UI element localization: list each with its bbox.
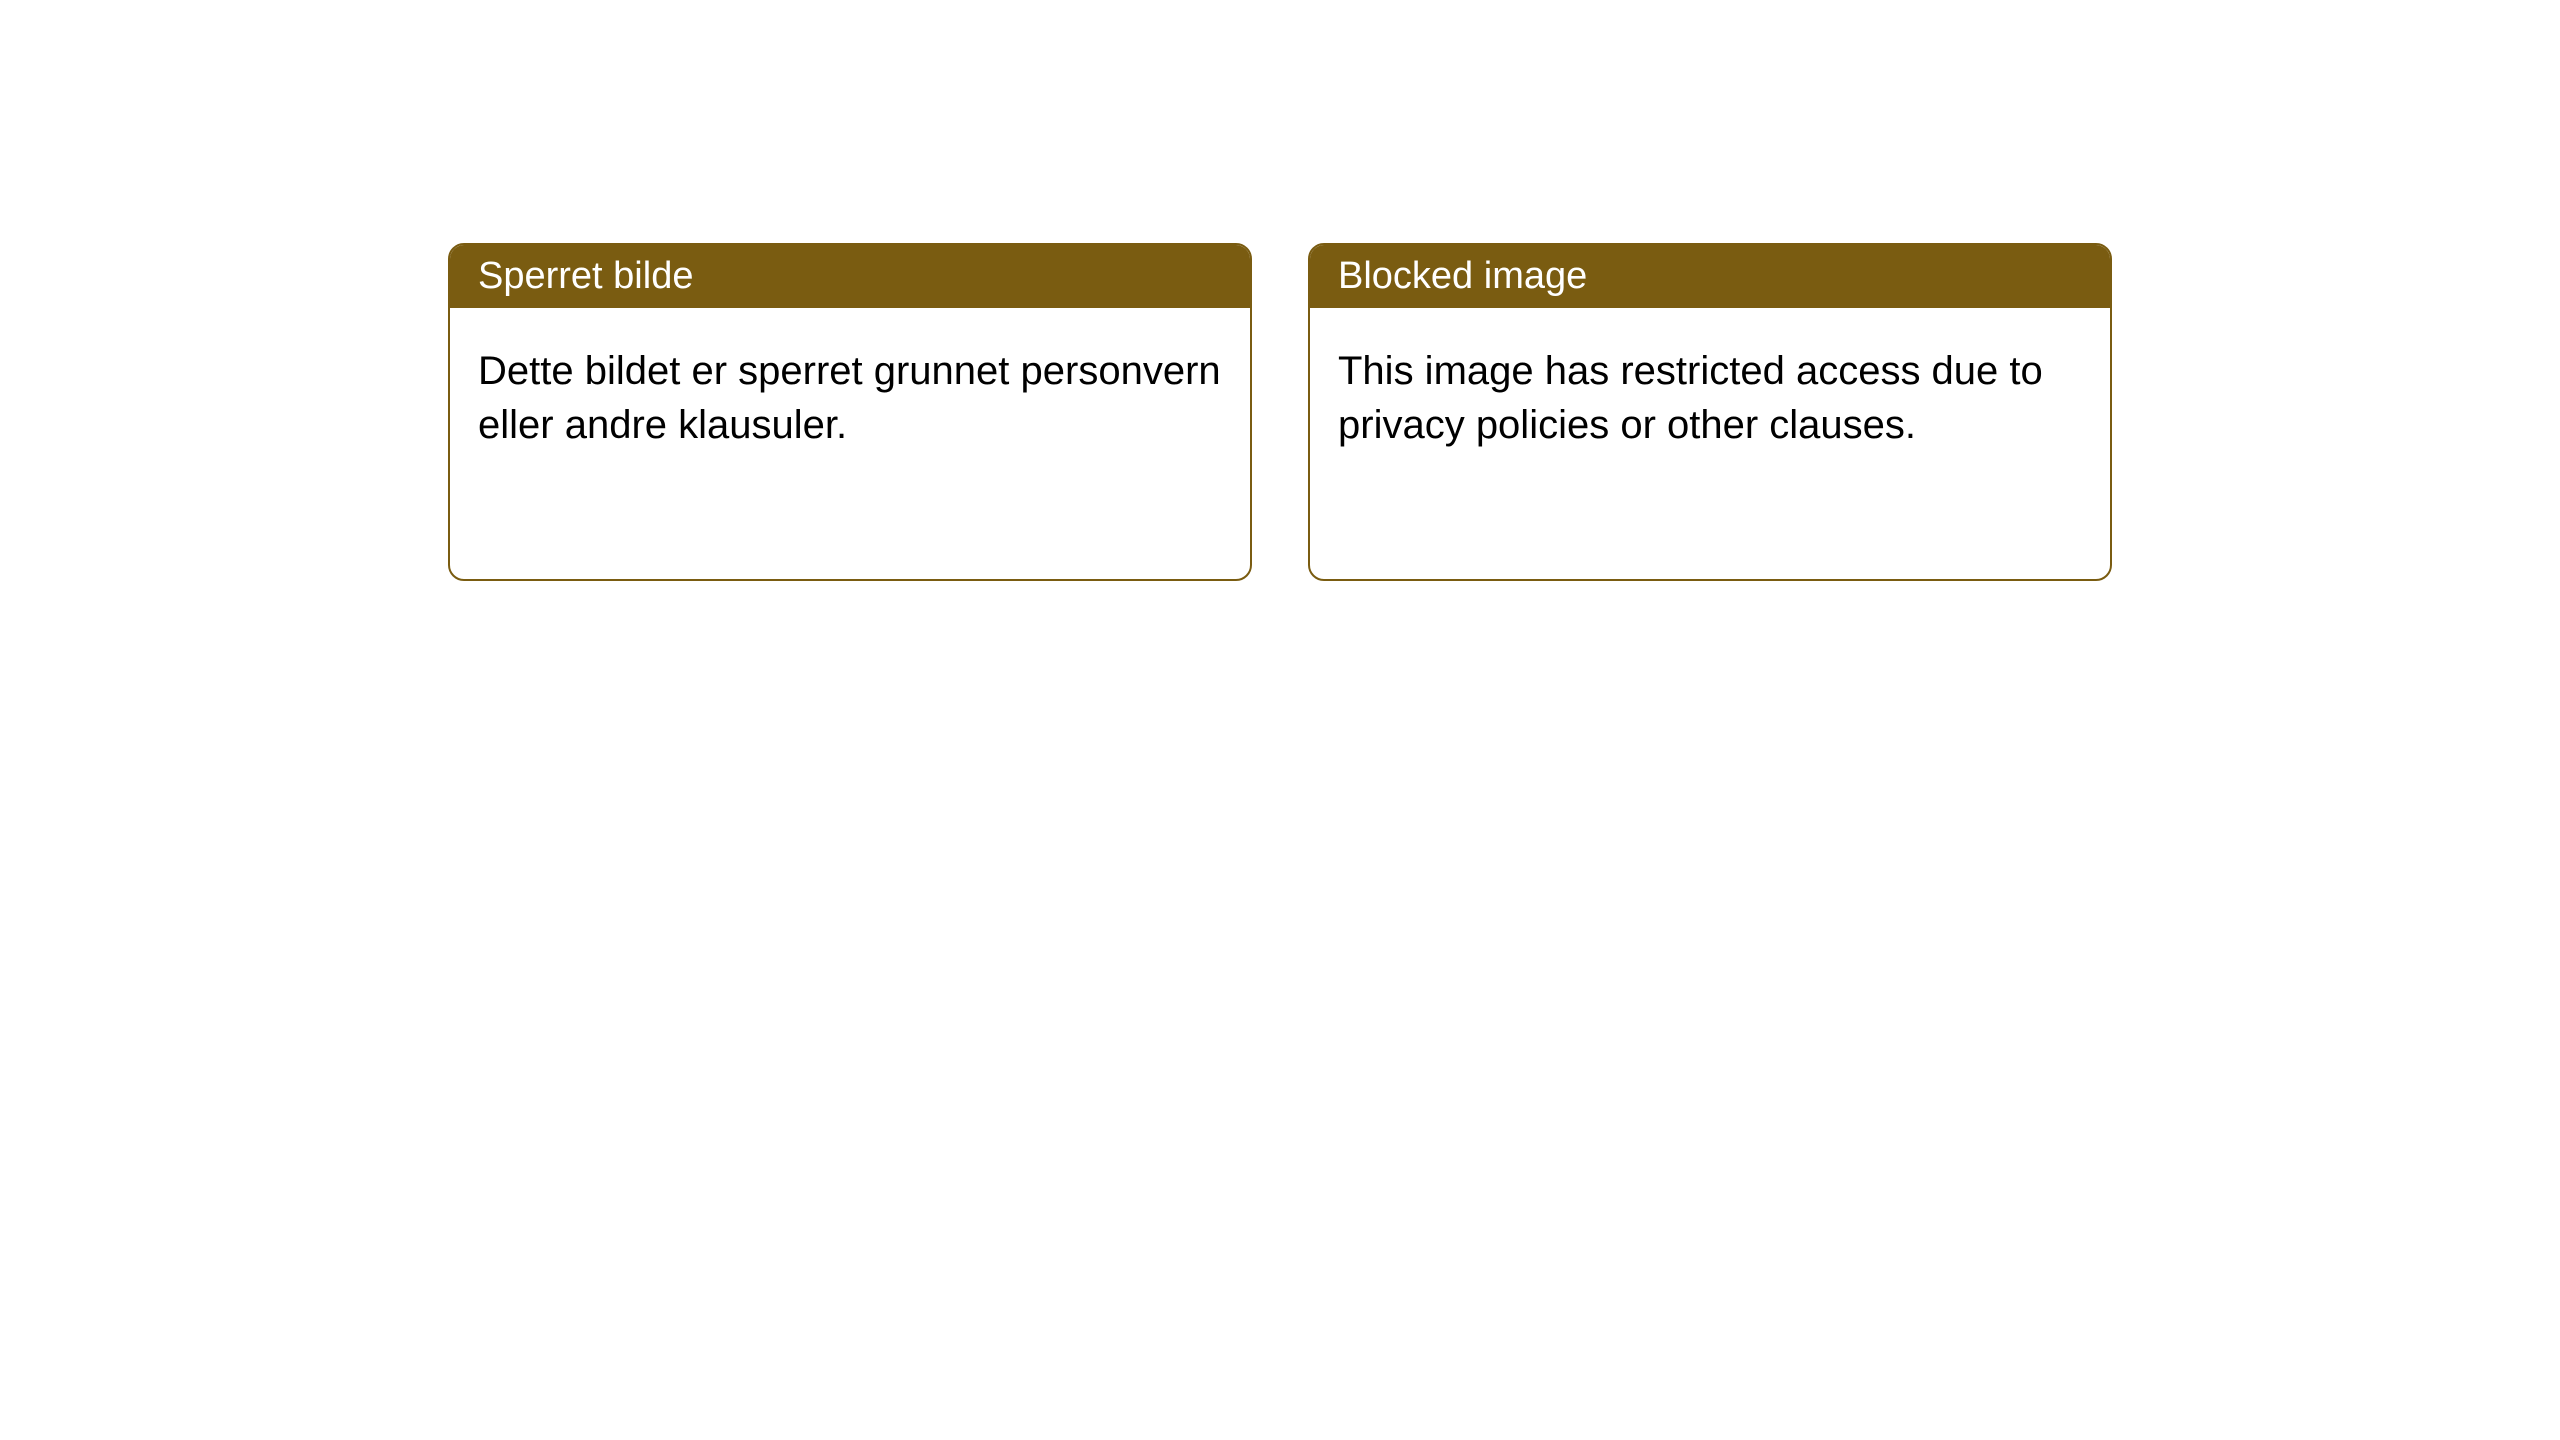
blocked-image-notice-container: Sperret bilde Dette bildet er sperret gr… (448, 243, 2112, 581)
notice-body-norwegian: Dette bildet er sperret grunnet personve… (450, 308, 1250, 488)
notice-card-norwegian: Sperret bilde Dette bildet er sperret gr… (448, 243, 1252, 581)
notice-title-english: Blocked image (1310, 245, 2110, 308)
notice-body-english: This image has restricted access due to … (1310, 308, 2110, 488)
notice-card-english: Blocked image This image has restricted … (1308, 243, 2112, 581)
notice-title-norwegian: Sperret bilde (450, 245, 1250, 308)
